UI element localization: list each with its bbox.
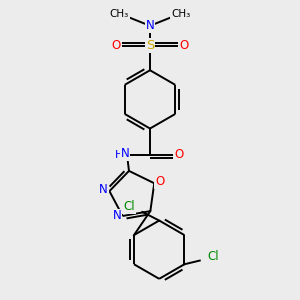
Text: N: N: [121, 148, 129, 160]
Text: H: H: [115, 150, 124, 160]
Text: O: O: [112, 39, 121, 52]
Text: N: N: [146, 19, 154, 32]
Text: N: N: [113, 209, 122, 223]
Text: Cl: Cl: [207, 250, 219, 263]
Text: O: O: [175, 148, 184, 161]
Text: O: O: [179, 39, 188, 52]
Text: Cl: Cl: [123, 200, 135, 213]
Text: N: N: [99, 183, 108, 196]
Text: CH₃: CH₃: [171, 8, 190, 19]
Text: O: O: [155, 175, 164, 188]
Text: CH₃: CH₃: [110, 8, 129, 19]
Text: S: S: [146, 39, 154, 52]
